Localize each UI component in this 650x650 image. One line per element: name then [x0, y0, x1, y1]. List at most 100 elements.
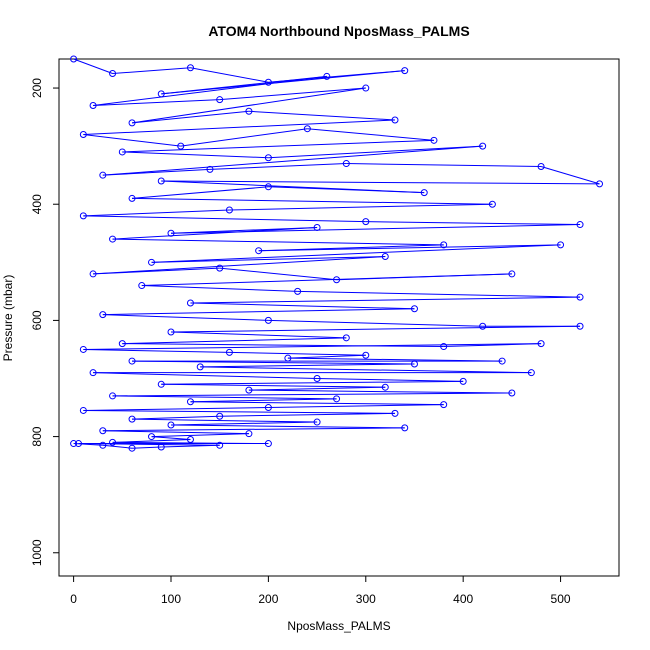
data-point [99, 171, 107, 179]
data-point [362, 351, 370, 359]
data-point [381, 253, 389, 261]
data-point [479, 142, 487, 150]
data-point [186, 299, 194, 307]
data-point [362, 218, 370, 226]
series-segment [161, 383, 386, 388]
series-segment [268, 319, 483, 327]
data-point [391, 409, 399, 417]
data-point [264, 78, 272, 86]
series-segment [151, 244, 561, 263]
data-point [459, 377, 467, 385]
series-segment [248, 110, 396, 121]
series-segment [112, 392, 512, 397]
data-point [138, 282, 146, 290]
data-point [381, 383, 389, 391]
data-point [479, 322, 487, 330]
data-point [79, 212, 87, 220]
series-segment [161, 444, 220, 448]
series-segment [268, 404, 444, 409]
data-point [440, 401, 448, 409]
data-point [527, 369, 535, 377]
data-point [89, 101, 97, 109]
data-point [167, 229, 175, 237]
series-segment [131, 87, 366, 124]
series-segment [258, 244, 561, 252]
data-point [430, 136, 438, 144]
series-segment [190, 296, 581, 304]
series-segment [161, 75, 327, 95]
x-tick-label: 300 [356, 592, 376, 606]
series-segment [132, 197, 493, 205]
series-segment [112, 395, 337, 400]
series-segment [219, 267, 337, 281]
data-point [70, 440, 78, 448]
series-segment [190, 401, 444, 406]
series-segment [141, 285, 298, 292]
data-point [284, 354, 292, 362]
data-point [148, 433, 156, 441]
series-segment [102, 308, 415, 316]
x-axis: 0 100 200 300 400 500 [70, 575, 571, 606]
series-segment [83, 215, 366, 223]
series-segment [248, 389, 512, 394]
data-point [99, 427, 107, 435]
series-segment [83, 119, 396, 136]
series-segment [317, 377, 464, 382]
data-point [264, 154, 272, 162]
series-segment [102, 314, 269, 321]
x-tick-label: 500 [551, 592, 571, 606]
x-axis-label: NposMass_PALMS [287, 619, 390, 633]
data-point [303, 125, 311, 133]
data-point [109, 70, 117, 78]
data-point [99, 441, 107, 449]
series-segment [83, 407, 269, 411]
data-point [89, 270, 97, 278]
series-segment [268, 186, 425, 194]
data-point [245, 386, 253, 394]
series-segment [365, 221, 581, 226]
series-segment [219, 412, 396, 417]
x-tick-label: 400 [453, 592, 473, 606]
series-segment [170, 331, 347, 339]
data-point [177, 142, 185, 150]
data-point [128, 119, 136, 127]
series-segment [132, 415, 220, 420]
series-segment [151, 436, 191, 440]
series-segment [170, 421, 318, 426]
data-point [118, 148, 126, 156]
data-point [508, 270, 516, 278]
series-segment [229, 203, 493, 211]
data-point [157, 380, 165, 388]
data-point [128, 444, 136, 452]
data-point [157, 443, 165, 451]
series-segment [161, 380, 464, 385]
data-point [576, 221, 584, 229]
data-point [410, 360, 418, 368]
series-segment [122, 337, 347, 345]
series-segment [209, 163, 347, 170]
series-segment [161, 180, 600, 185]
series-segment [307, 128, 435, 141]
series-segment [248, 386, 386, 391]
data-point [186, 435, 194, 443]
series-segment [83, 134, 181, 147]
data-point [313, 374, 321, 382]
data-point [410, 305, 418, 313]
data-point [401, 424, 409, 432]
series-segment [93, 99, 220, 106]
series-segment [190, 302, 415, 310]
series-segment [102, 444, 133, 449]
data-point [167, 421, 175, 429]
data-point [391, 116, 399, 124]
series-segment [93, 267, 220, 275]
series-segment [190, 67, 269, 83]
series-segment [102, 168, 210, 176]
series-segment [170, 424, 405, 429]
series-segment [170, 325, 581, 333]
data-point [333, 276, 341, 284]
data-point [167, 328, 175, 336]
series-segment [132, 186, 269, 199]
series-segment [93, 75, 327, 106]
data-point [576, 322, 584, 330]
series-segment [346, 163, 542, 167]
